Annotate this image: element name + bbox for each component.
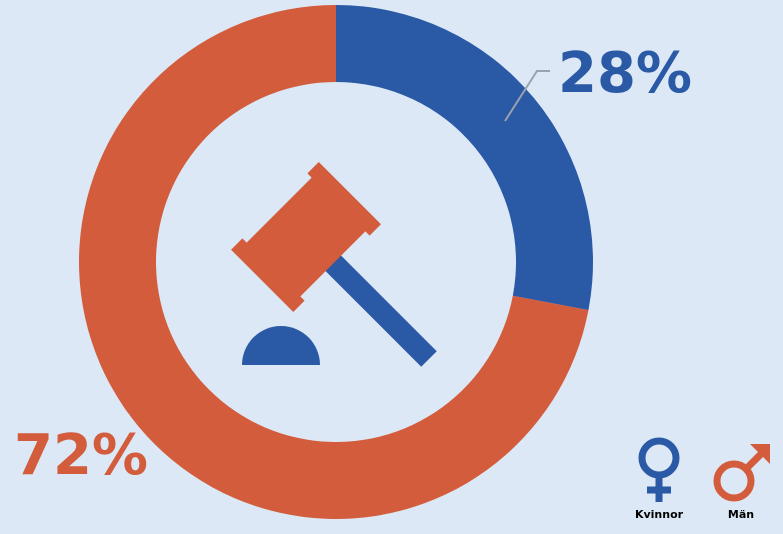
leader-line-women xyxy=(504,70,550,122)
male-symbol-icon xyxy=(713,444,770,502)
donut-slice-men xyxy=(78,5,589,519)
legend-item-men: Män xyxy=(706,436,776,521)
value-label-women: 28% xyxy=(558,41,693,106)
value-label-men: 72% xyxy=(14,423,149,488)
gavel-icon xyxy=(231,162,437,367)
legend-item-women: Kvinnor xyxy=(624,436,694,521)
donut-slice-women xyxy=(336,5,593,311)
donut-slices xyxy=(78,5,593,519)
legend-label-women: Kvinnor xyxy=(634,508,684,521)
legend-label-men: Män xyxy=(727,508,755,521)
female-symbol-icon xyxy=(638,437,680,502)
